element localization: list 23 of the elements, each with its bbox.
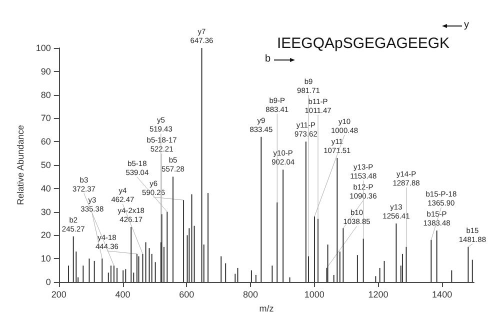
text: y xyxy=(464,20,469,30)
y-tick-label: 60 xyxy=(40,136,51,147)
y-tick-label: 10 xyxy=(40,254,51,264)
x-tick-label: 1200 xyxy=(368,290,388,300)
x-tick-label: 400 xyxy=(115,290,130,300)
x-tick-label: 800 xyxy=(242,290,258,300)
x-tick-label: 1400 xyxy=(432,290,452,300)
y-axis-title: Relative Abundance xyxy=(16,124,26,206)
annotation: IEEGQApSGEGAGEEGK xyxy=(277,35,450,52)
y-tick-label: 0 xyxy=(46,277,51,287)
x-tick-label: 600 xyxy=(179,290,194,300)
annotation: b xyxy=(265,54,271,64)
y-tick-label: 50 xyxy=(40,160,51,170)
y-tick-label: 100 xyxy=(36,43,51,53)
y-tick-label: 80 xyxy=(40,90,51,100)
y-tick-label: 30 xyxy=(40,206,51,217)
y-tick-label: 20 xyxy=(40,230,51,240)
x-tick-label: 1000 xyxy=(304,290,324,300)
y-tick-label: 40 xyxy=(40,183,51,194)
y-tick-label: 90 xyxy=(40,66,51,76)
x-tick-label: 200 xyxy=(51,290,66,300)
x-axis-title: m/z xyxy=(259,303,274,314)
y-tick-label: 70 xyxy=(40,113,51,124)
